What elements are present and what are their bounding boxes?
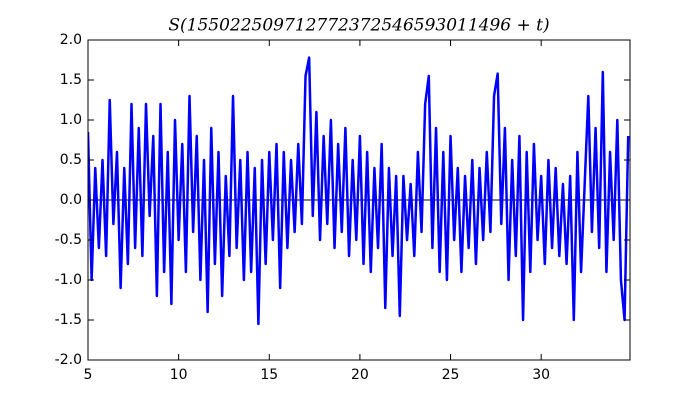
x-tick-label: 20 — [351, 367, 369, 383]
y-tick-label: 0.5 — [60, 152, 82, 168]
y-tick-label: 1.5 — [60, 72, 82, 88]
y-tick-label: -2.0 — [55, 352, 82, 368]
y-tick-label: 2.0 — [60, 32, 82, 48]
y-tick-label: 0.0 — [60, 192, 82, 208]
x-tick-label: 15 — [260, 367, 278, 383]
x-tick-label: 30 — [532, 367, 550, 383]
data-line — [88, 56, 630, 326]
y-tick-label: -1.0 — [55, 272, 82, 288]
chart-title: S(155022509712772372546593011496 + t) — [168, 16, 549, 36]
y-tick-label: 1.0 — [60, 112, 82, 128]
y-tick-label: -1.5 — [55, 312, 82, 328]
x-tick-label: 5 — [84, 367, 93, 383]
x-tick-label: 25 — [442, 367, 460, 383]
x-tick-label: 10 — [170, 367, 188, 383]
y-tick-label: -0.5 — [55, 232, 82, 248]
